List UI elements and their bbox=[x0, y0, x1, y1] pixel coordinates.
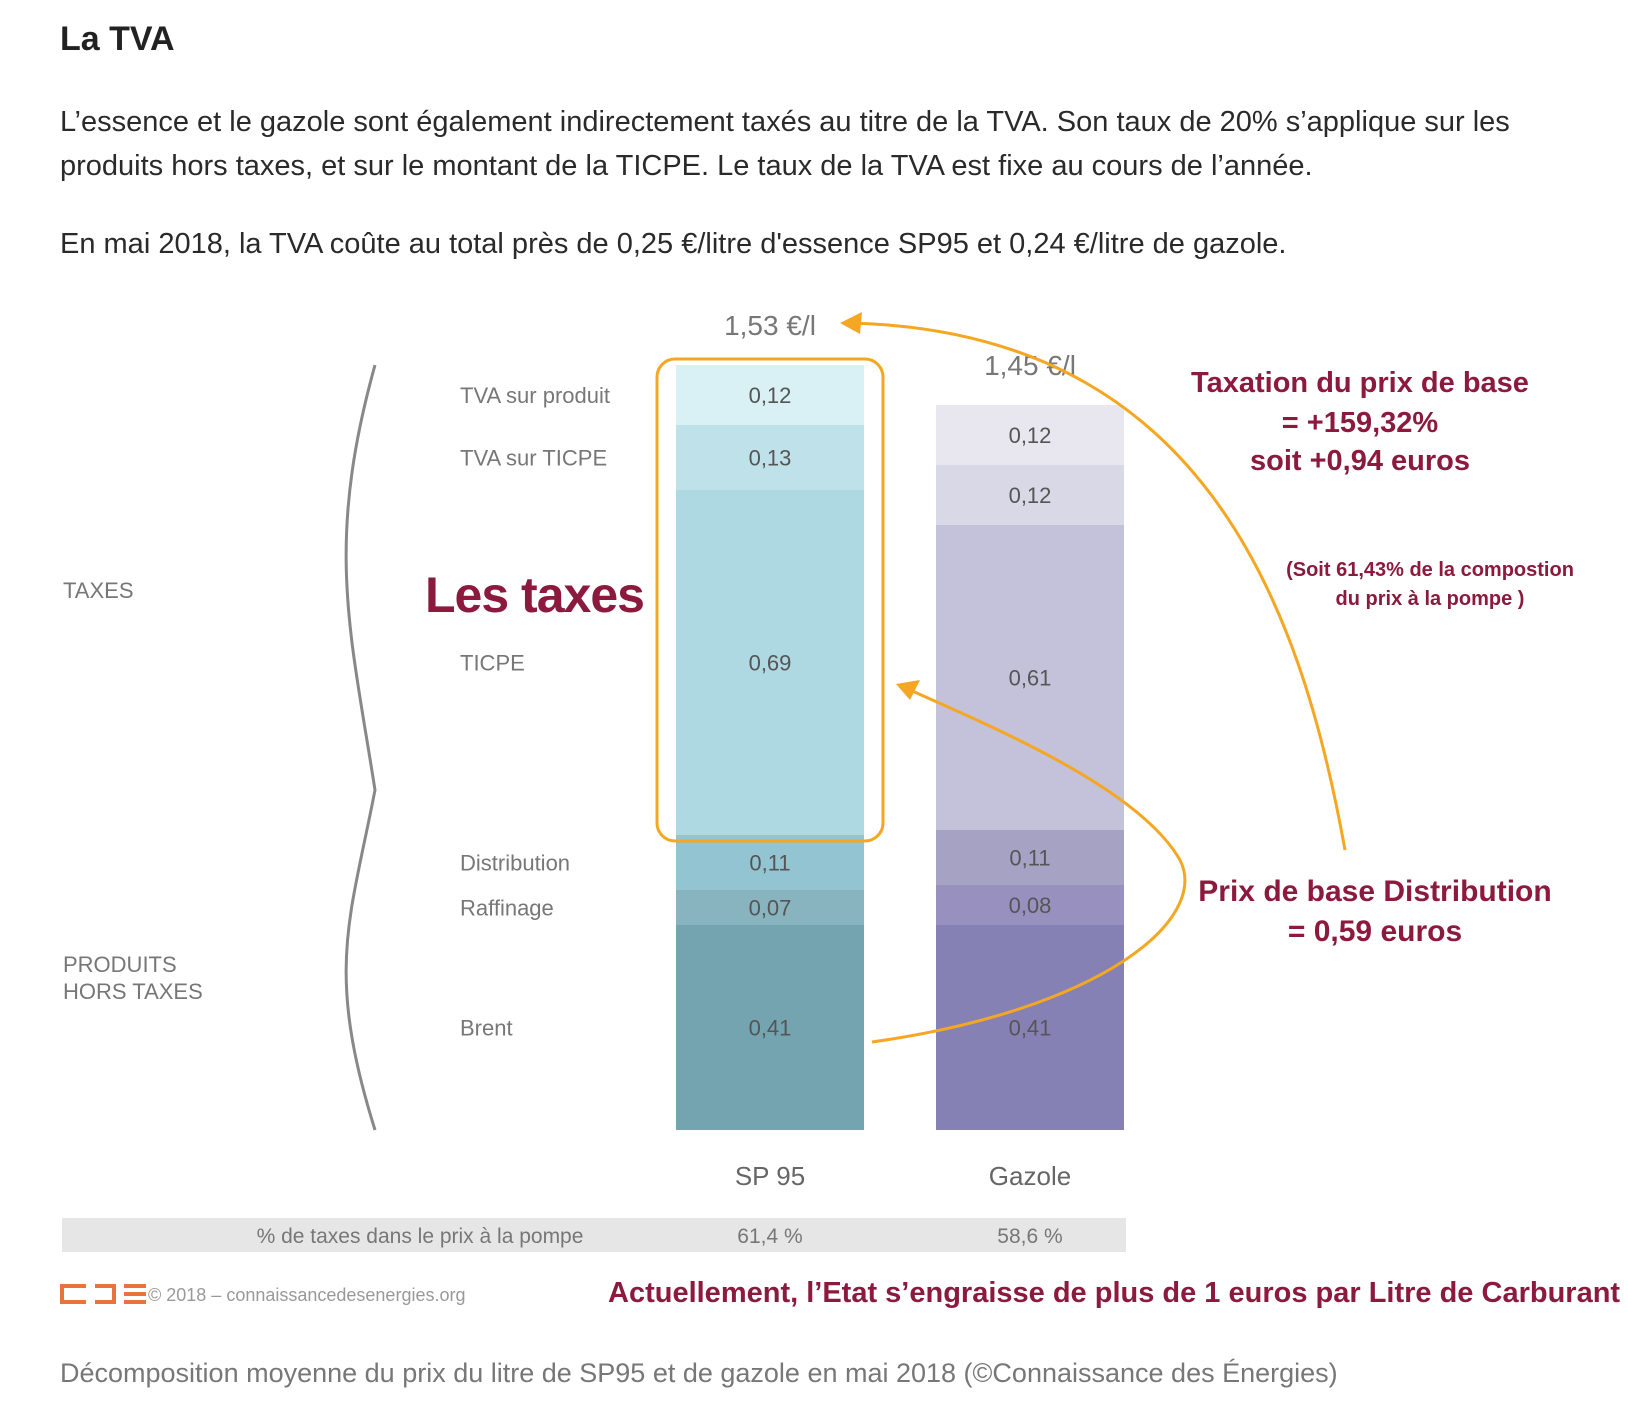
data-label: 0,12 bbox=[1009, 483, 1052, 508]
data-label: 0,11 bbox=[1009, 846, 1050, 871]
curly-brace bbox=[344, 364, 377, 1131]
tax-highlight-box bbox=[655, 357, 885, 843]
bar-segment-sp95-3 bbox=[676, 490, 864, 835]
paragraph-vat-cost: En mai 2018, la TVA coûte au total près … bbox=[60, 228, 1287, 260]
share-annotation-line: du prix à la pompe ) bbox=[1336, 588, 1525, 610]
data-label: 0,61 bbox=[1009, 666, 1052, 691]
credit-text: © 2018 – connaissancedesenergies.org bbox=[148, 1285, 465, 1305]
data-label: 0,07 bbox=[749, 896, 792, 921]
cde-logo bbox=[60, 1284, 86, 1304]
section-heading: La TVA bbox=[60, 20, 175, 58]
category-label: SP 95 bbox=[735, 1161, 805, 1191]
les-taxes-annotation: Les taxes bbox=[425, 567, 644, 623]
group-label-products-line2: HORS TAXES bbox=[63, 979, 203, 1004]
series-label: TVA sur TICPE bbox=[460, 446, 607, 471]
taxation-annotation-line: soit +0,94 euros bbox=[1250, 445, 1470, 477]
data-label: 0,41 bbox=[749, 1016, 792, 1041]
bar-segment-gazole-0 bbox=[936, 925, 1124, 1130]
bottom-annotation: Actuellement, l’Etat s’engraisse de plus… bbox=[608, 1277, 1620, 1309]
series-label: TICPE bbox=[460, 651, 525, 676]
bar-segment-sp95-2 bbox=[676, 835, 864, 890]
group-label-taxes: TAXES bbox=[63, 578, 134, 603]
group-label-products-line1: PRODUITS bbox=[63, 952, 177, 977]
series-label: Raffinage bbox=[460, 896, 554, 921]
series-label: TVA sur produit bbox=[460, 383, 610, 408]
taxation-annotation-line: Taxation du prix de base bbox=[1191, 367, 1529, 399]
bar-segment-sp95-4 bbox=[676, 425, 864, 490]
cde-logo bbox=[95, 1284, 116, 1304]
bar-segment-sp95-5 bbox=[676, 365, 864, 425]
paragraph-vat-explanation: L’essence et le gazole sont également in… bbox=[60, 106, 1510, 182]
bar-segment-gazole-5 bbox=[936, 405, 1124, 465]
data-label: 0,12 bbox=[749, 383, 792, 408]
arrowhead-to-taxes bbox=[896, 680, 920, 700]
bar-segment-gazole-2 bbox=[936, 830, 1124, 885]
total-price-label: 1,53 €/l bbox=[724, 310, 816, 341]
data-label: 0,12 bbox=[1009, 423, 1052, 448]
data-label: 0,13 bbox=[749, 446, 792, 471]
tax-share-value: 58,6 % bbox=[997, 1225, 1062, 1248]
arrow-to-taxes bbox=[871, 688, 1187, 1044]
bar-segment-gazole-1 bbox=[936, 885, 1124, 925]
tax-share-label: % de taxes dans le prix à la pompe bbox=[257, 1225, 584, 1248]
bar-segment-sp95-0 bbox=[676, 925, 864, 1130]
data-label: 0,08 bbox=[1009, 893, 1052, 918]
tax-share-value: 61,4 % bbox=[737, 1225, 802, 1248]
base-price-annotation-line: = 0,59 euros bbox=[1288, 915, 1462, 948]
bar-segment-gazole-4 bbox=[936, 465, 1124, 525]
share-annotation-line: (Soit 61,43% de la compostion bbox=[1286, 559, 1574, 581]
figure-caption: Décomposition moyenne du prix du litre d… bbox=[60, 1358, 1338, 1388]
cde-logo bbox=[124, 1284, 146, 1304]
series-label: Distribution bbox=[460, 851, 570, 876]
category-label: Gazole bbox=[989, 1161, 1071, 1191]
data-label: 0,69 bbox=[749, 651, 792, 676]
base-price-annotation-line: Prix de base Distribution bbox=[1198, 875, 1551, 908]
data-label: 0,11 bbox=[749, 851, 790, 876]
series-label: Brent bbox=[460, 1016, 513, 1041]
data-label: 0,41 bbox=[1009, 1016, 1052, 1041]
arrowhead-to-total bbox=[840, 312, 862, 334]
bar-segment-sp95-1 bbox=[676, 890, 864, 925]
arrow-to-total bbox=[847, 321, 1347, 851]
taxation-annotation-line: = +159,32% bbox=[1282, 407, 1439, 439]
tax-share-band bbox=[62, 1218, 1126, 1252]
total-price-label: 1,45 €/l bbox=[984, 350, 1076, 381]
